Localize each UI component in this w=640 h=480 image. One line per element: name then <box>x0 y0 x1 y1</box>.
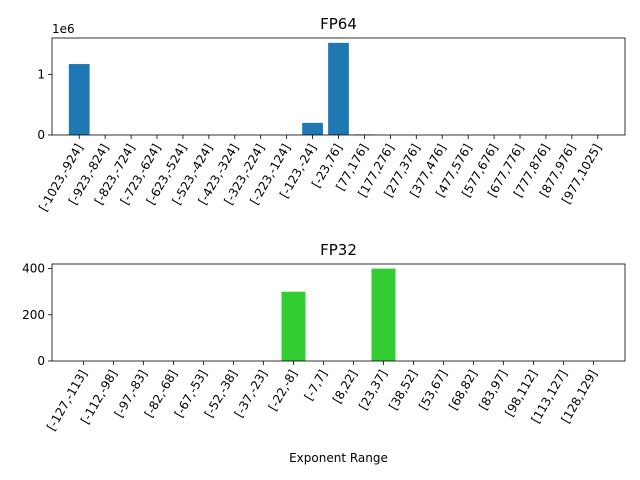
chart-1-bar <box>302 122 323 135</box>
chart-1-title: FP64 <box>320 15 357 33</box>
chart-2-ytick-label: 200 <box>22 308 45 322</box>
chart-2-ytick-label: 0 <box>37 354 45 368</box>
chart-1-bar <box>68 64 90 135</box>
chart-2-axes-frame <box>51 263 626 362</box>
chart-2-ytick-label: 400 <box>22 262 45 276</box>
chart-2-xtick-label: [-22,-8] <box>266 368 300 414</box>
chart-1-ytick-label: 0 <box>37 128 45 142</box>
chart-1-bar <box>328 42 349 135</box>
chart-2-title: FP32 <box>320 241 357 259</box>
chart-2-xtick-label: [8,22] <box>330 368 360 406</box>
chart-1-ytick-label: 1 <box>37 67 45 81</box>
chart-2-xlabel: Exponent Range <box>289 451 388 465</box>
chart-2-xtick-label: [-7,7] <box>302 368 331 403</box>
chart-2-bar <box>371 268 396 361</box>
chart-1-y-offset-label: 1e6 <box>52 22 75 36</box>
chart-2-bar <box>281 291 306 361</box>
